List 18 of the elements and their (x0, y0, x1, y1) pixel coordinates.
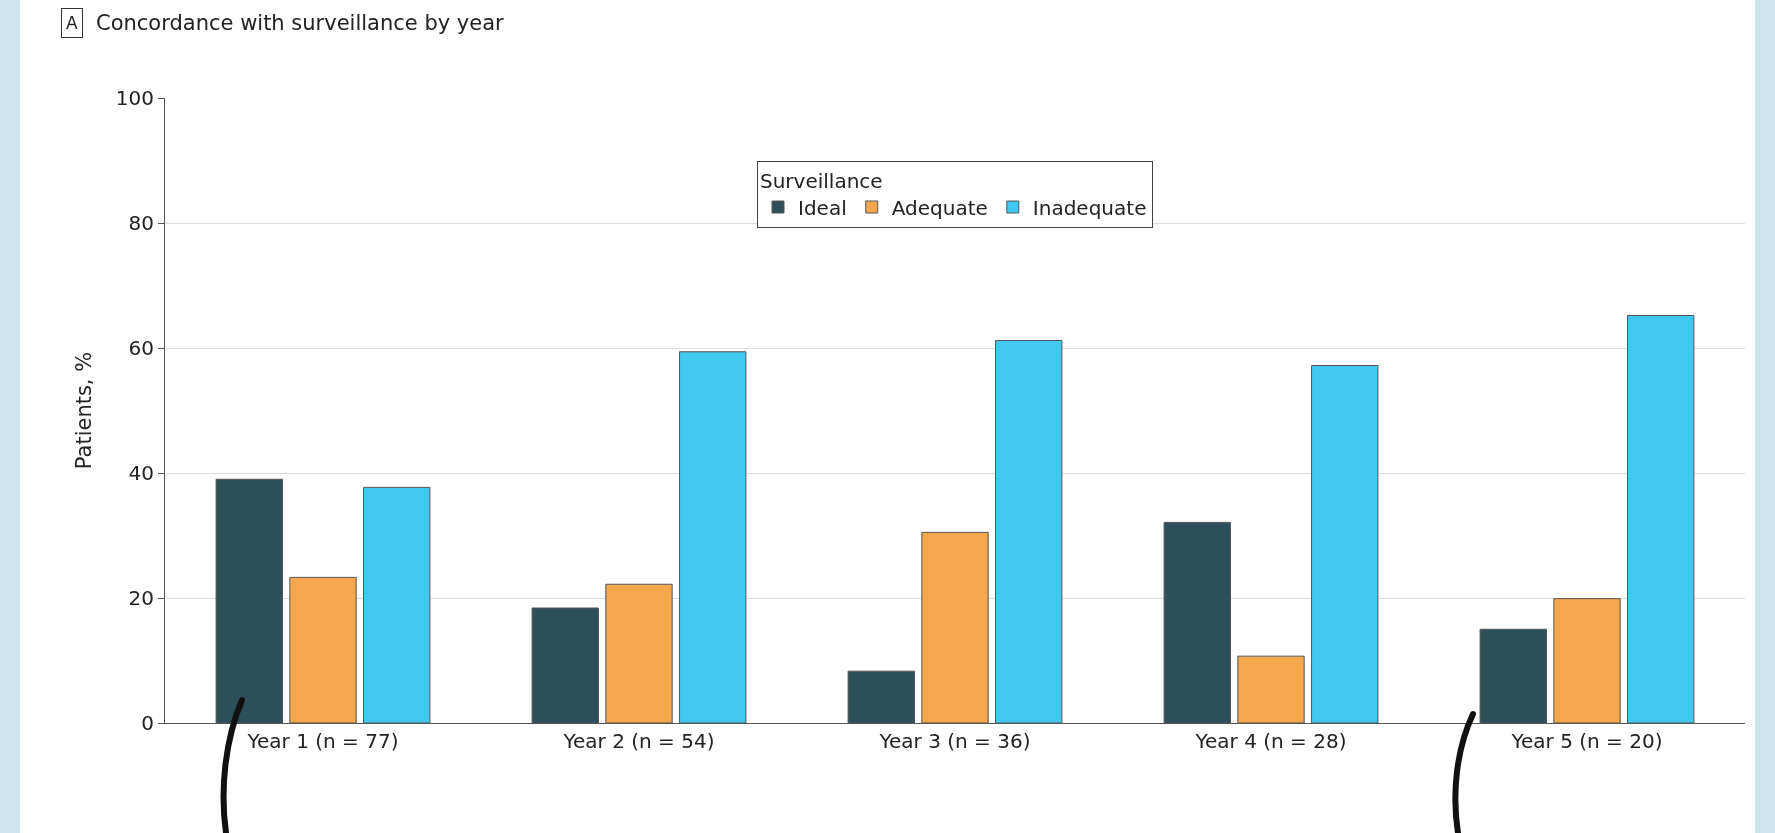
y-tick-label: 100 (115, 86, 154, 110)
chart-title: Concordance with surveillance by year (96, 11, 505, 35)
y-axis-title: Patients, % (71, 351, 96, 470)
x-tick-label: Year 5 (n = 20) (1510, 729, 1663, 753)
legend-label: Inadequate (1032, 195, 1147, 220)
legend-label: Ideal (798, 195, 847, 220)
y-tick-label: 60 (128, 336, 154, 360)
legend-title: Surveillance (760, 168, 883, 193)
x-tick-label: Year 1 (n = 77) (246, 729, 399, 753)
legend-label: Adequate (891, 195, 988, 220)
text: A (66, 13, 78, 33)
x-tick-label: Year 2 (n = 54) (562, 729, 715, 753)
x-tick-label: Year 3 (n = 36) (878, 729, 1031, 753)
y-tick-label: 0 (141, 711, 154, 735)
y-tick-label: 80 (128, 211, 154, 235)
x-tick-label: Year 4 (n = 28) (1194, 729, 1347, 753)
y-tick-label: 20 (128, 586, 154, 610)
y-tick-label: 40 (128, 461, 154, 485)
